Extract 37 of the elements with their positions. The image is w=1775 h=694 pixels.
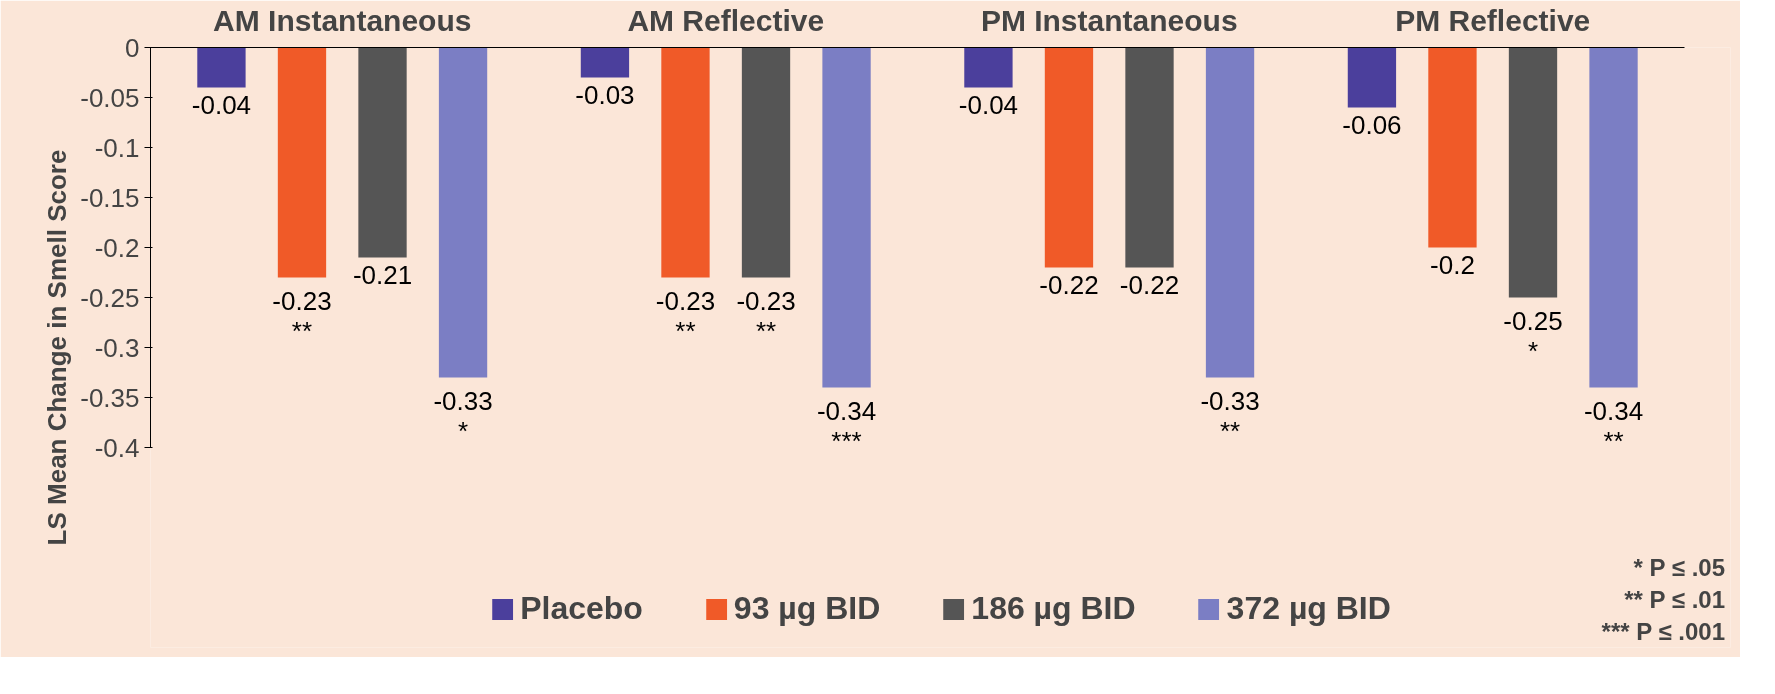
text: ** P ≤ .01: [1624, 586, 1726, 613]
y-tick-label: -0.2: [94, 232, 140, 263]
data-label: -0.25 *: [1503, 305, 1563, 366]
data-label: -0.23 **: [272, 285, 332, 346]
y-tick-label: -0.15: [80, 182, 140, 213]
text: *** P ≤ .001: [1601, 618, 1726, 645]
data-label: -0.22: [1119, 269, 1180, 300]
y-tick-label: -0.1: [94, 132, 140, 163]
data-label: -0.23 **: [736, 285, 796, 346]
x-tick-label: AM Instantaneous: [213, 3, 472, 37]
data-label: -0.34 **: [1583, 395, 1644, 456]
data-label: -0.33 **: [1200, 385, 1260, 446]
data-label: -0.33 *: [433, 385, 493, 446]
text: * P ≤ .05: [1633, 554, 1726, 581]
data-label: -0.23 **: [655, 285, 716, 346]
y-axis-title: LS Mean Change in Smell Score: [42, 149, 73, 546]
legend-label: 93 µg BID: [733, 590, 881, 627]
data-label: -0.04: [958, 89, 1019, 120]
y-tick-label: -0.3: [94, 332, 140, 363]
y-tick-label: -0.05: [80, 82, 140, 113]
x-tick-label: PM Instantaneous: [980, 3, 1238, 37]
x-tick-label: AM Reflective: [627, 3, 825, 37]
data-label: -0.21: [352, 259, 413, 290]
data-label: -0.22: [1039, 269, 1099, 300]
legend-label: 186 µg BID: [971, 590, 1136, 627]
x-tick-label: PM Reflective: [1395, 3, 1591, 37]
legend-label: 372 µg BID: [1226, 590, 1391, 627]
y-tick-label: 0: [125, 32, 140, 63]
data-label: -0.34 ***: [816, 395, 877, 456]
legend-label: Placebo: [520, 590, 643, 627]
data-label: -0.06: [1342, 109, 1402, 140]
y-tick-label: -0.25: [80, 282, 140, 313]
data-label: -0.04: [191, 89, 252, 120]
data-label: -0.2: [1430, 249, 1475, 280]
y-tick-label: -0.4: [94, 432, 140, 463]
y-tick-label: -0.35: [80, 382, 140, 413]
data-label: -0.03: [575, 79, 635, 110]
